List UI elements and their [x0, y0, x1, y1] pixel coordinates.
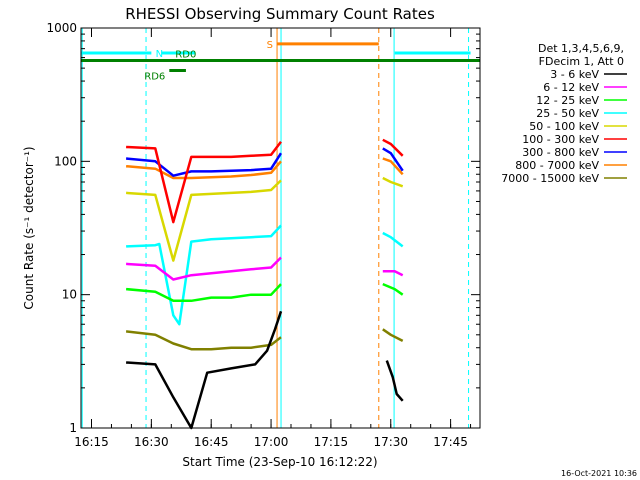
x-tick-label-16:45: 16:45 — [194, 435, 229, 449]
series-8-segment-0 — [125, 330, 282, 351]
plot-area: N RD6 RD0 S — [81, 28, 480, 430]
chart-title: RHESSI Observing Summary Count Rates — [125, 5, 435, 23]
series-4-segment-1 — [382, 176, 404, 188]
legend-entry-label-7: 800 - 7000 keV — [515, 159, 599, 172]
legend-header-0: Det 1,3,4,5,6,9, — [538, 42, 624, 55]
x-tick-label-16:30: 16:30 — [134, 435, 169, 449]
legend-entry-label-0: 3 - 6 keV — [550, 68, 599, 81]
flag-n-label: N — [156, 49, 163, 60]
flag-rd6-label: RD6 — [144, 72, 165, 83]
series-3-segment-1 — [382, 231, 404, 248]
legend-entry-label-1: 6 - 12 keV — [543, 81, 599, 94]
legend-entry-label-4: 50 - 100 keV — [529, 120, 599, 133]
x-tick-label-16:15: 16:15 — [74, 435, 109, 449]
x-tick-label-17:15: 17:15 — [314, 435, 349, 449]
series-8-segment-1 — [382, 328, 404, 343]
legend-header-1: FDecim 1, Att 0 — [539, 55, 624, 68]
flag-rd0-label: RD0 — [175, 50, 196, 61]
legend-entry-label-8: 7000 - 15000 keV — [501, 172, 599, 185]
legend-entry-label-2: 12 - 25 keV — [536, 94, 599, 107]
x-tick-label-17:00: 17:00 — [254, 435, 289, 449]
series-5-segment-0 — [126, 141, 282, 224]
series-2-segment-0 — [125, 283, 282, 303]
x-tick-label-17:45: 17:45 — [433, 435, 468, 449]
series-3-segment-0 — [126, 224, 282, 326]
legend-entry-label-5: 100 - 300 keV — [522, 133, 599, 146]
plot-frame — [80, 27, 481, 429]
series-1-segment-0 — [126, 256, 282, 281]
series-0-segment-0 — [126, 310, 283, 430]
x-tick-label-17:30: 17:30 — [373, 435, 408, 449]
x-axis-label: Start Time (23-Sep-10 16:12:22) — [182, 455, 377, 469]
legend-entry-label-6: 300 - 800 keV — [522, 146, 599, 159]
y-tick-label-100: 100 — [54, 154, 77, 168]
series-4-segment-0 — [126, 179, 282, 262]
x-axis: 16:15 16:30 16:45 17:00 17:15 17:30 17:45 — [74, 28, 472, 449]
legend-entry-label-3: 25 - 50 keV — [536, 107, 599, 120]
series-7-segment-1 — [382, 157, 404, 176]
series-1-segment-1 — [382, 269, 404, 277]
timestamp: 16-Oct-2021 10:36 — [561, 469, 637, 478]
series-5-segment-1 — [382, 138, 404, 157]
series-6-segment-0 — [125, 152, 283, 177]
series-6-segment-1 — [382, 147, 404, 172]
flag-s-label: S — [267, 40, 273, 51]
legend: Det 1,3,4,5,6,9,FDecim 1, Att 03 - 6 keV… — [501, 42, 627, 185]
y-tick-label-1: 1 — [69, 421, 77, 435]
series-2-segment-1 — [382, 282, 404, 296]
y-tick-label-10: 10 — [62, 288, 77, 302]
y-axis: 1 10 100 1000 — [46, 21, 480, 435]
series-0-segment-1 — [385, 360, 404, 402]
y-tick-label-1000: 1000 — [46, 21, 77, 35]
y-axis-label: Count Rate (s⁻¹ detector⁻¹) — [22, 146, 36, 309]
